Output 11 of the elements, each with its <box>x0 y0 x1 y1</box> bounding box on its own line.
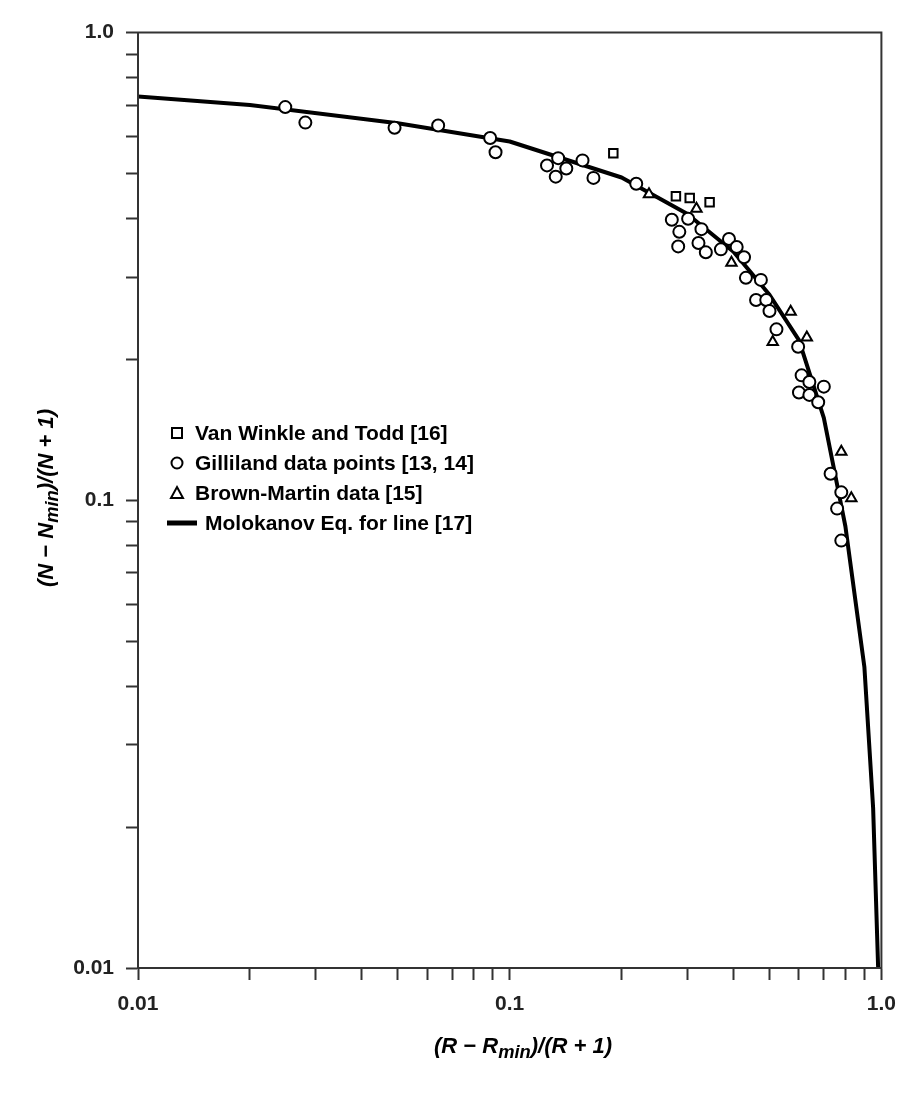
legend-label: Brown-Martin data [15] <box>195 481 423 506</box>
x-axis-title: (R − R$_{min}$)/(R + 1) <box>433 1032 613 1064</box>
y-tick-label: 1.0 <box>84 19 114 43</box>
y-tick-label: 0.1 <box>84 487 115 511</box>
y-tick-label: 0.01 <box>73 954 115 978</box>
x-tick-label: 1.0 <box>866 991 897 1015</box>
x-tick-label: 0.1 <box>495 991 525 1015</box>
x-tick-label: 0.01 <box>117 991 159 1015</box>
legend-label: Van Winkle and Todd [16] <box>195 421 448 446</box>
legend-label: Gilliland data points [13, 14] <box>195 451 474 476</box>
legend-label: Molokanov Eq. for line [17] <box>205 511 473 536</box>
